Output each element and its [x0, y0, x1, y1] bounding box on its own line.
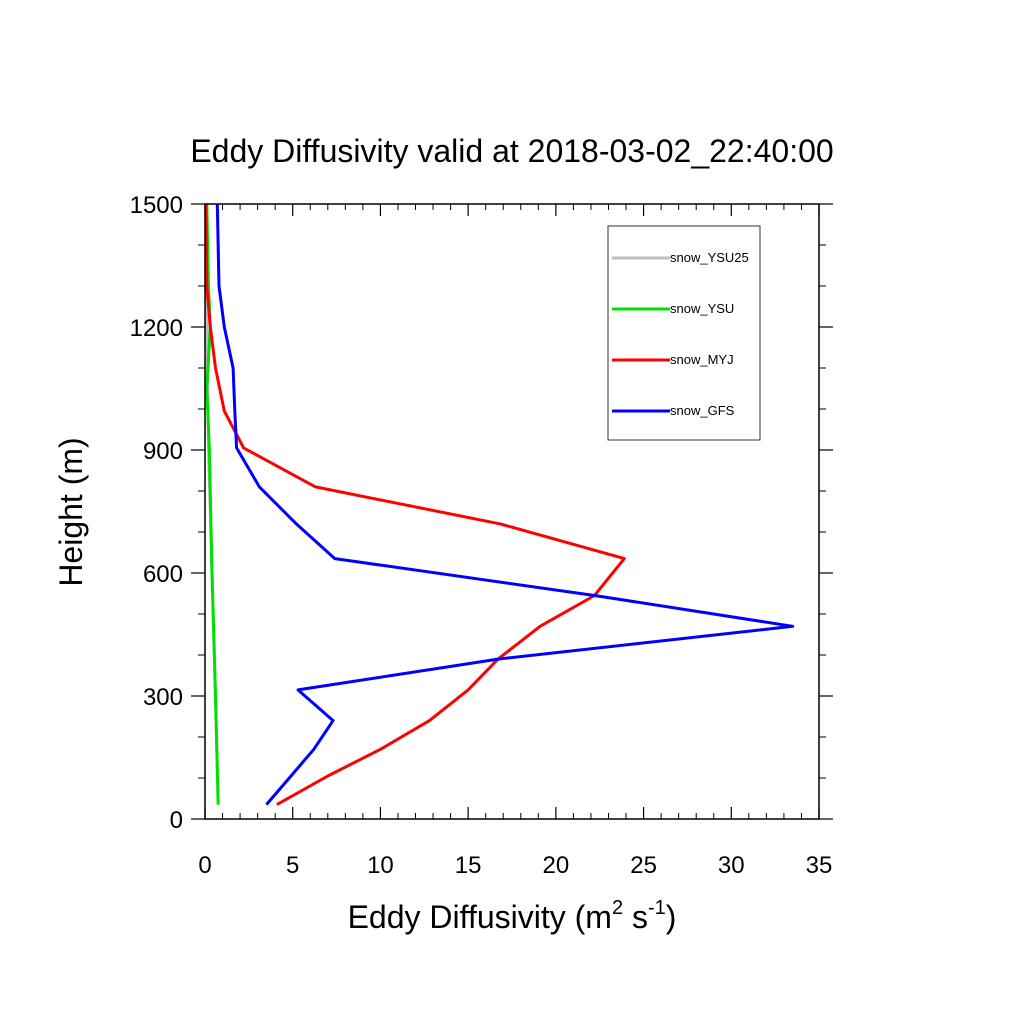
- y-tick-label: 600: [143, 561, 183, 588]
- series-line-snow-myj: [205, 204, 626, 806]
- plot-area: 0 5 10 15 20 25 30 35 0 300 600 900 1200 1500: [130, 192, 833, 879]
- legend-label-snow-ysu: snow_YSU: [670, 301, 734, 316]
- x-tick-label: 30: [718, 852, 745, 879]
- x-tick-label: 5: [286, 852, 299, 879]
- x-tick-label: 10: [367, 852, 394, 879]
- plot-frame: [204, 203, 820, 820]
- legend-label-snow-gfs: snow_GFS: [670, 403, 735, 418]
- legend-label-snow-myj: snow_MYJ: [670, 352, 734, 367]
- legend: snow_YSU25 snow_YSU snow_MYJ snow_GFS: [607, 225, 761, 441]
- y-axis-label: Height (m): [53, 437, 89, 586]
- y-tick-label: 1200: [130, 315, 183, 342]
- y-tick-label: 300: [143, 684, 183, 711]
- y-tick-label: 1500: [130, 192, 183, 219]
- y-tick-label: 0: [170, 807, 183, 834]
- series-line-snow-gfs: [215, 204, 795, 806]
- x-tick-label: 0: [198, 852, 211, 879]
- x-tick-label: 35: [806, 852, 833, 879]
- x-tick-label: 15: [455, 852, 482, 879]
- y-tick-label: 900: [143, 438, 183, 465]
- x-tick-label: 20: [543, 852, 570, 879]
- chart-title: Eddy Diffusivity valid at 2018-03-02_22:…: [190, 133, 833, 169]
- legend-label-snow-ysu25: snow_YSU25: [670, 250, 749, 265]
- legend-box: [607, 225, 761, 441]
- x-tick-label: 25: [630, 852, 657, 879]
- x-axis-label: Eddy Diffusivity (m2 s-1): [348, 897, 677, 935]
